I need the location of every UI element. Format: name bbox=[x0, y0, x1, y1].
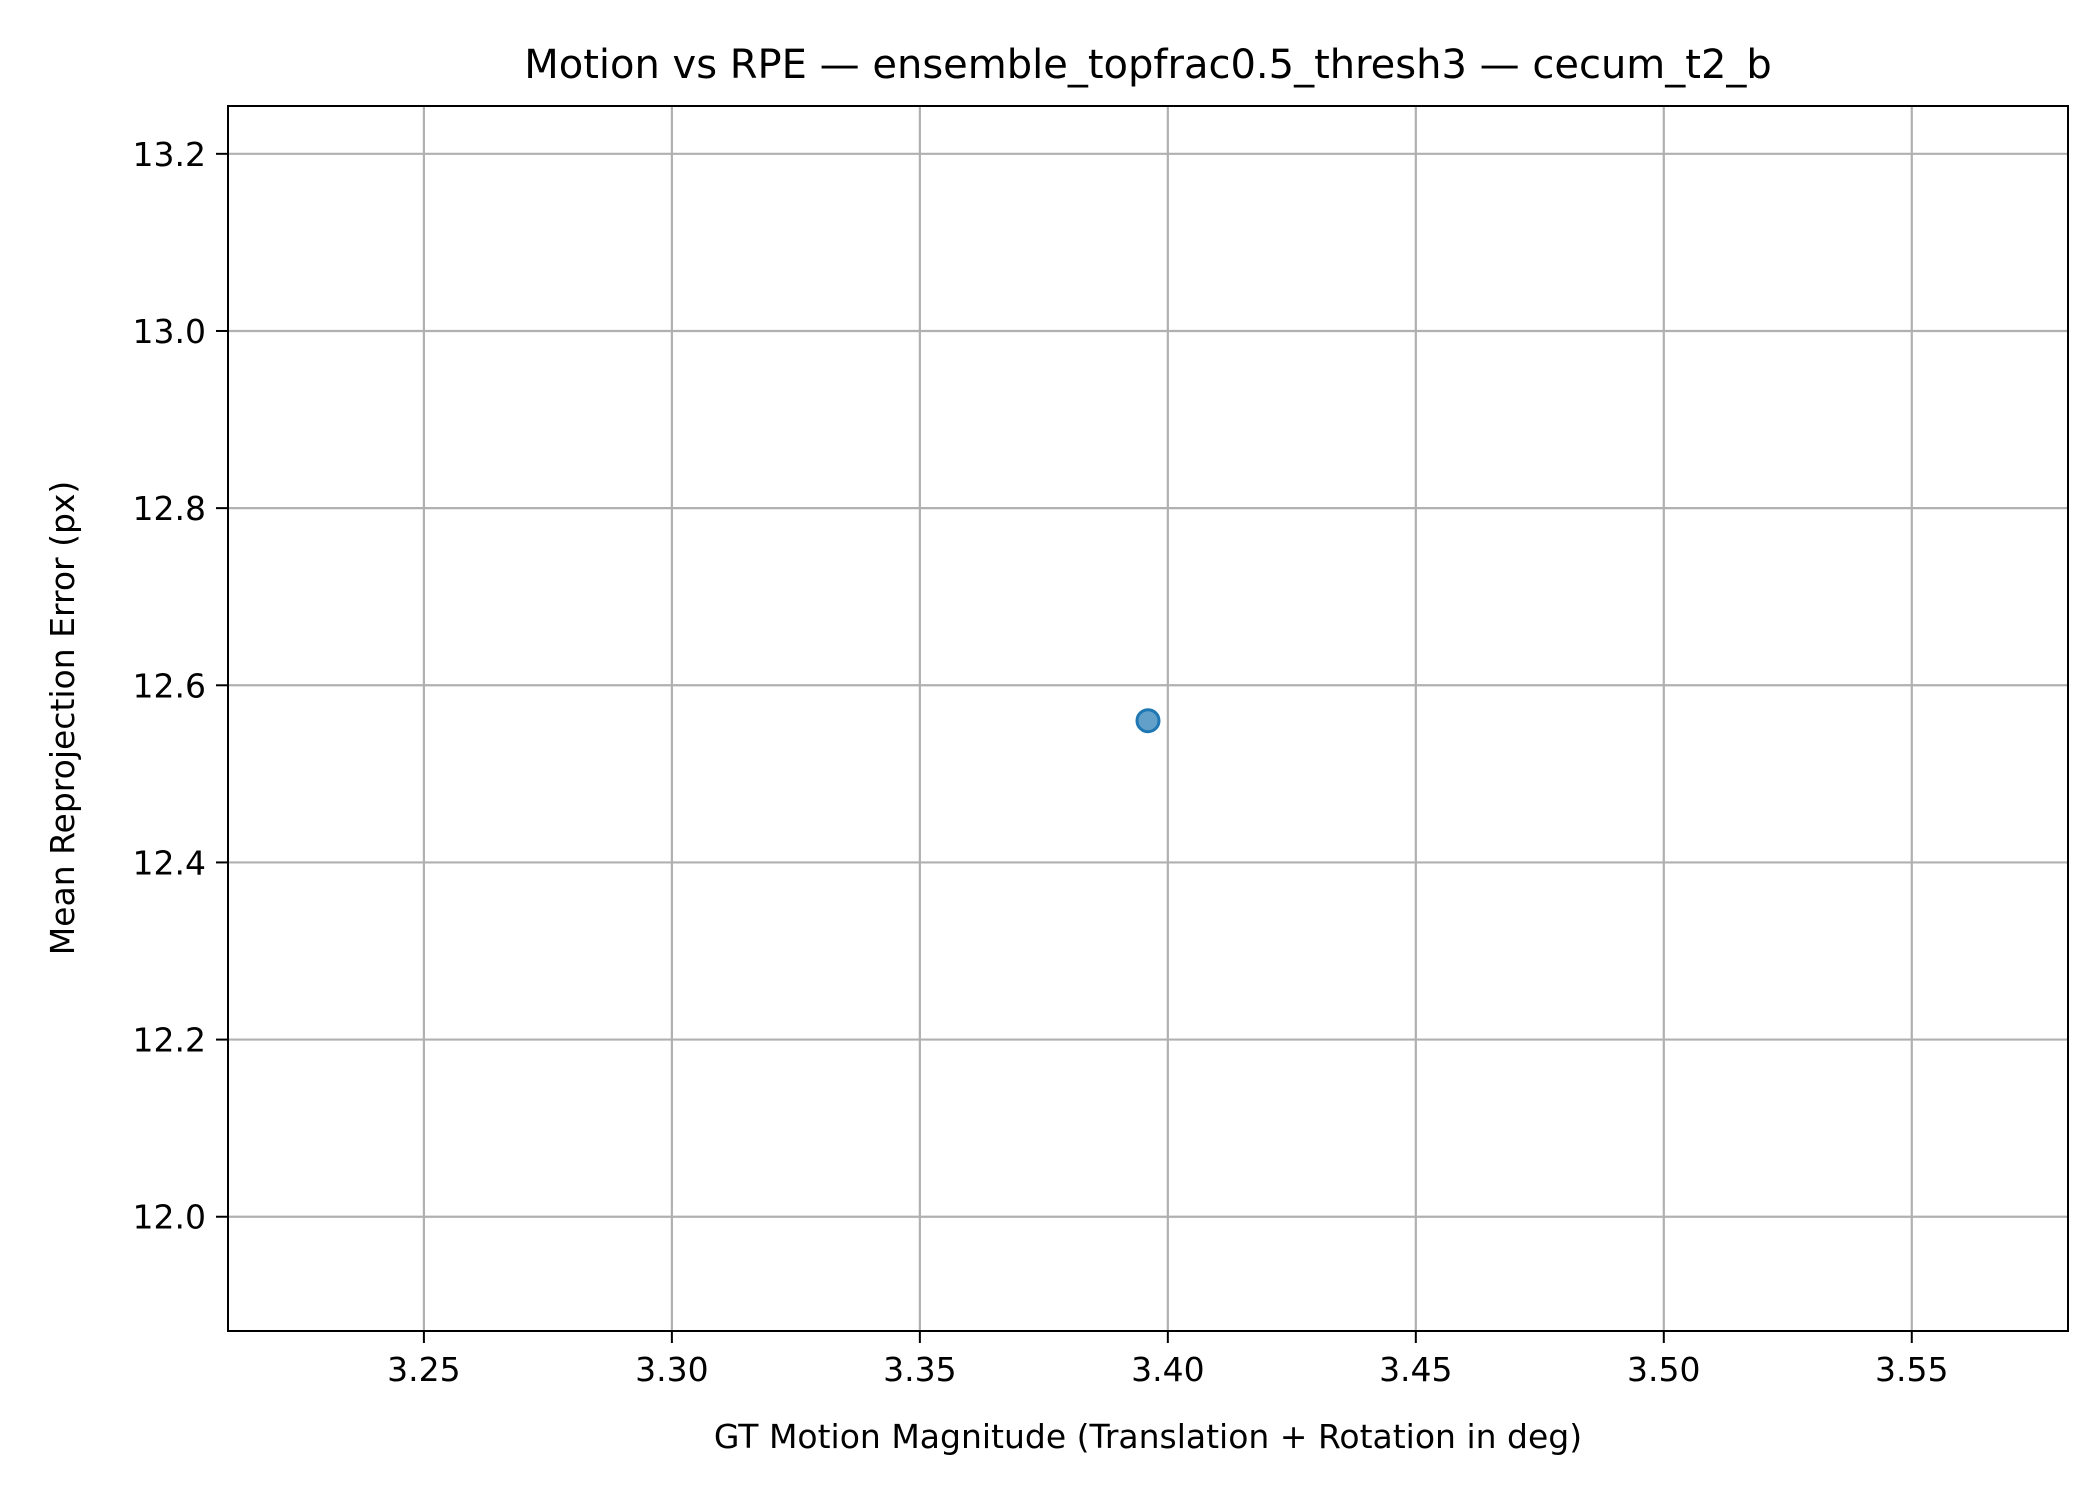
y-axis-label: Mean Reprojection Error (px) bbox=[43, 481, 82, 956]
y-tick-label: 12.2 bbox=[133, 1021, 206, 1060]
chart-title: Motion vs RPE — ensemble_topfrac0.5_thre… bbox=[524, 42, 1772, 88]
grid-lines bbox=[228, 106, 2068, 1331]
y-tick-label: 12.0 bbox=[133, 1198, 206, 1237]
x-tick-label: 3.35 bbox=[883, 1350, 956, 1389]
x-tick-label: 3.25 bbox=[387, 1350, 460, 1389]
x-tick-label: 3.40 bbox=[1131, 1350, 1204, 1389]
y-tick-label: 13.0 bbox=[133, 312, 206, 351]
y-tick-label: 12.6 bbox=[133, 666, 206, 705]
y-tick-label: 13.2 bbox=[133, 135, 206, 174]
plot-area-frame bbox=[227, 105, 2069, 1332]
data-points bbox=[1135, 708, 1161, 734]
y-tick-label: 12.4 bbox=[133, 843, 206, 882]
x-tick-label: 3.55 bbox=[1875, 1350, 1948, 1389]
axis-ticks: 3.25 3.30 3.35 3.40 3.45 3.50 3.55 12.0 12.2 12.4… bbox=[133, 135, 1949, 1389]
x-tick-label: 3.30 bbox=[635, 1350, 708, 1389]
x-tick-label: 3.50 bbox=[1627, 1350, 1700, 1389]
x-axis-label: GT Motion Magnitude (Translation + Rotat… bbox=[714, 1417, 1582, 1456]
y-tick-label: 12.8 bbox=[133, 489, 206, 528]
x-tick-label: 3.45 bbox=[1379, 1350, 1452, 1389]
data-point bbox=[1135, 708, 1161, 734]
